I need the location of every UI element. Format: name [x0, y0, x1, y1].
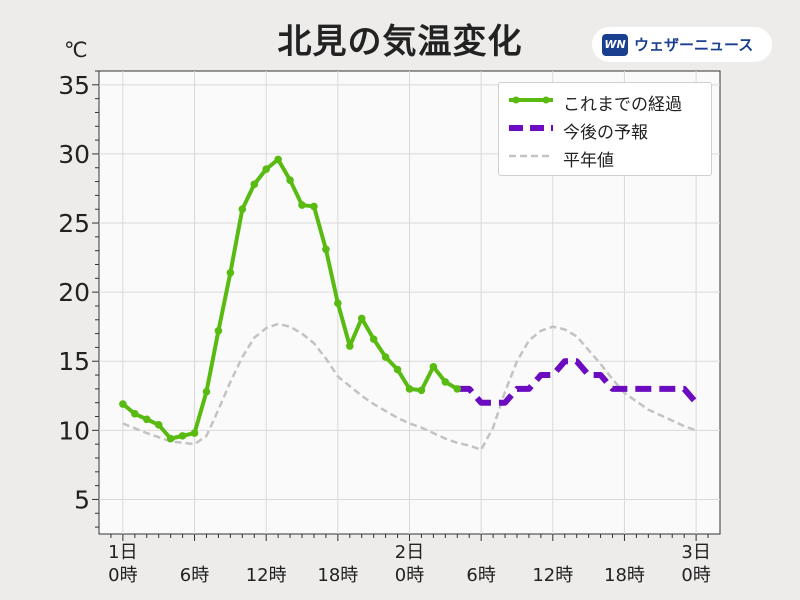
observed-point [119, 400, 127, 408]
x-tick-hour-label: 12時 [532, 565, 573, 586]
legend-observed-swatch [509, 96, 553, 104]
observed-point [405, 385, 414, 393]
brand-logo-icon: WN [602, 33, 628, 56]
legend-normal-swatch [509, 154, 553, 158]
observed-series-layer [119, 155, 462, 443]
x-tick-hour-label: 18時 [604, 565, 645, 586]
observed-point [369, 335, 378, 343]
legend-forecast-swatch [509, 125, 553, 131]
observed-point [381, 353, 390, 361]
observed-point [322, 245, 330, 254]
observed-point [429, 362, 438, 371]
x-tick-hour-label: 18時 [317, 565, 358, 586]
brand-badge: WN ウェザーニュース [592, 27, 772, 62]
y-axis-unit: ℃ [64, 38, 88, 62]
legend-item-normal: 平年値 [499, 143, 711, 171]
observed-point [334, 299, 342, 307]
chart-legend: これまでの経過 今後の予報 平年値 [498, 82, 712, 176]
observed-point [441, 378, 450, 386]
x-tick-hour-label: 6時 [466, 565, 495, 586]
observed-point [262, 165, 270, 173]
observed-point [178, 432, 187, 440]
x-tick-day-label: 1日 [108, 542, 137, 563]
observed-point [214, 327, 223, 335]
observed-point [226, 268, 235, 277]
y-tick-label: 35 [58, 71, 90, 100]
x-tick-hour-label: 6時 [180, 565, 209, 586]
legend-label-observed: これまでの経過 [563, 95, 682, 115]
observed-point [393, 365, 402, 374]
observed-point [131, 409, 139, 418]
legend-item-forecast: 今後の予報 [499, 115, 711, 143]
y-tick-label: 15 [58, 347, 90, 376]
brand-name: ウェザーニュース [634, 36, 754, 54]
observed-point [166, 434, 175, 443]
observed-point [190, 429, 199, 437]
chart-title: 北見の気温変化 [277, 22, 523, 62]
observed-point [202, 387, 211, 396]
x-tick-day-label: 2日 [395, 542, 424, 563]
x-tick-hour-label: 0時 [681, 565, 710, 586]
observed-point [238, 205, 247, 214]
observed-point [274, 155, 282, 164]
y-tick-label: 25 [58, 209, 90, 238]
forecast-line [457, 358, 699, 406]
y-tick-label: 10 [58, 416, 90, 445]
y-tick-label: 5 [74, 485, 90, 514]
observed-point [286, 176, 294, 184]
observed-point [154, 421, 163, 429]
observed-point [298, 201, 306, 209]
normal-line [122, 322, 697, 451]
x-tick-hour-label: 0時 [108, 565, 137, 586]
x-tick-day-label: 3日 [681, 542, 710, 563]
observed-point [357, 314, 366, 323]
legend-label-forecast: 今後の予報 [563, 123, 648, 143]
legend-item-observed: これまでの経過 [499, 87, 711, 115]
x-tick-hour-label: 12時 [246, 565, 287, 586]
observed-point [417, 386, 426, 395]
observed-point [453, 385, 462, 393]
y-tick-label: 30 [58, 140, 90, 169]
y-tick-label: 20 [58, 278, 90, 307]
forecast-series-layer [457, 358, 699, 406]
observed-point [250, 180, 259, 189]
x-tick-hour-label: 0時 [395, 565, 424, 586]
normal-series-layer [122, 322, 697, 451]
observed-point [345, 342, 354, 350]
observed-point [142, 415, 151, 424]
legend-label-normal: 平年値 [563, 151, 614, 171]
observed-point [310, 202, 318, 211]
